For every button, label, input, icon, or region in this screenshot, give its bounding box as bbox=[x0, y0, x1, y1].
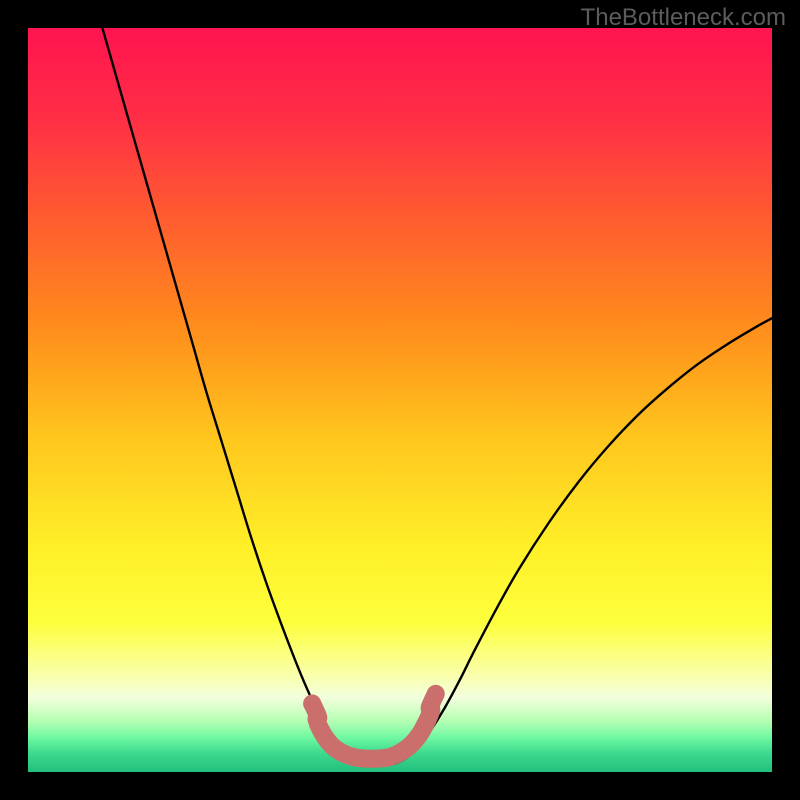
marker-dot-1 bbox=[427, 685, 445, 703]
marker-dot-0 bbox=[303, 695, 321, 713]
gradient-background bbox=[28, 28, 772, 772]
bottleneck-chart bbox=[0, 0, 800, 800]
